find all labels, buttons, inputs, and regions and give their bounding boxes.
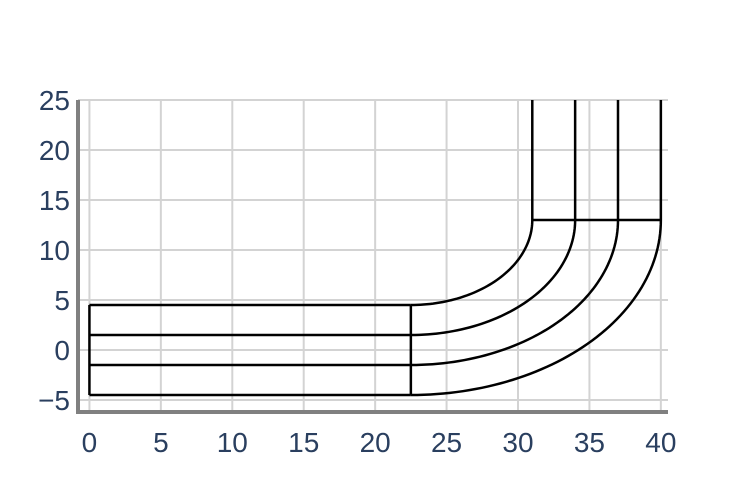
y-tick-label: 5 [54, 285, 70, 316]
y-tick-label: 25 [39, 85, 70, 116]
x-tick-label: 40 [645, 427, 676, 458]
y-tick-label: −5 [38, 385, 70, 416]
x-tick-label: 10 [217, 427, 248, 458]
x-tick-label: 30 [502, 427, 533, 458]
x-tick-label: 5 [153, 427, 169, 458]
chart-marks [88, 100, 663, 397]
x-tick-label: 15 [288, 427, 319, 458]
axes [76, 100, 668, 414]
y-tick-label: 0 [54, 335, 70, 366]
bend-arc-3 [410, 219, 663, 397]
bend-arc-0 [410, 219, 534, 307]
y-tick-label: 20 [39, 135, 70, 166]
bend-arc-2 [410, 219, 620, 367]
x-tick-label: 25 [431, 427, 462, 458]
bend-arc-1 [410, 219, 577, 337]
y-tick-label: 10 [39, 235, 70, 266]
x-tick-label: 20 [360, 427, 391, 458]
x-tick-label: 0 [82, 427, 98, 458]
y-tick-label: 15 [39, 185, 70, 216]
tick-labels: 0 5 10 15 20 25 30 35 40 25 20 15 10 5 0 −5 [38, 85, 676, 458]
x-tick-label: 35 [574, 427, 605, 458]
